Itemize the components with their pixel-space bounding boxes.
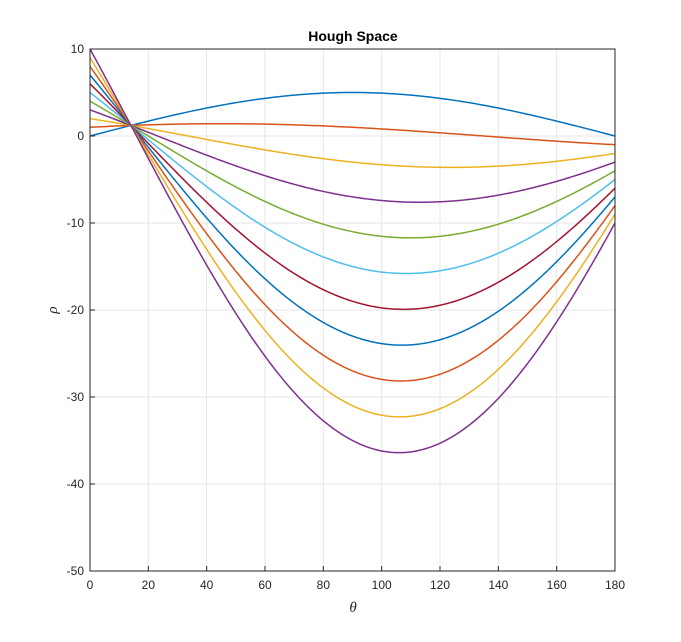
chart-title: Hough Space (308, 28, 398, 44)
y-tick-label: -30 (67, 390, 85, 404)
x-tick-label: 120 (430, 578, 450, 592)
y-tick-label: -20 (67, 303, 85, 317)
series-group (89, 48, 616, 454)
x-tick-label: 0 (87, 578, 94, 592)
series-line-3 (89, 117, 616, 169)
y-tick-label: -50 (67, 564, 85, 578)
series-line-11 (89, 48, 616, 454)
y-tick-label: -10 (67, 216, 85, 230)
x-axis-label: θ (349, 600, 357, 616)
x-tick-label: 100 (372, 578, 392, 592)
x-tick-label: 40 (200, 578, 214, 592)
x-tick-label: 160 (547, 578, 567, 592)
y-axis-label: ρ (45, 306, 61, 314)
series-line-7 (89, 83, 616, 311)
x-tick-label: 60 (258, 578, 272, 592)
x-tick-label: 140 (488, 578, 508, 592)
series-line-9 (89, 65, 616, 382)
series-line-4 (89, 109, 616, 204)
series-line-5 (89, 100, 616, 239)
y-tick-label: 0 (77, 129, 84, 143)
x-tick-label: 80 (317, 578, 331, 592)
y-tick-label: -40 (67, 477, 85, 491)
x-tick-label: 20 (142, 578, 156, 592)
x-ticks: 0 20 40 60 80 100 120 140 160 180 (87, 566, 625, 592)
series-line-10 (89, 57, 616, 418)
series-line-8 (89, 74, 616, 346)
series-line-1 (89, 91, 616, 137)
y-ticks: 10 0 -10 -20 -30 -40 -50 (67, 42, 95, 578)
series-line-2 (89, 122, 616, 146)
y-tick-label: 10 (71, 42, 85, 56)
series-line-6 (89, 91, 616, 275)
x-tick-label: 180 (605, 578, 625, 592)
plot-area: 0 20 40 60 80 100 120 140 160 180 100-10-20-30-40… (67, 42, 626, 592)
